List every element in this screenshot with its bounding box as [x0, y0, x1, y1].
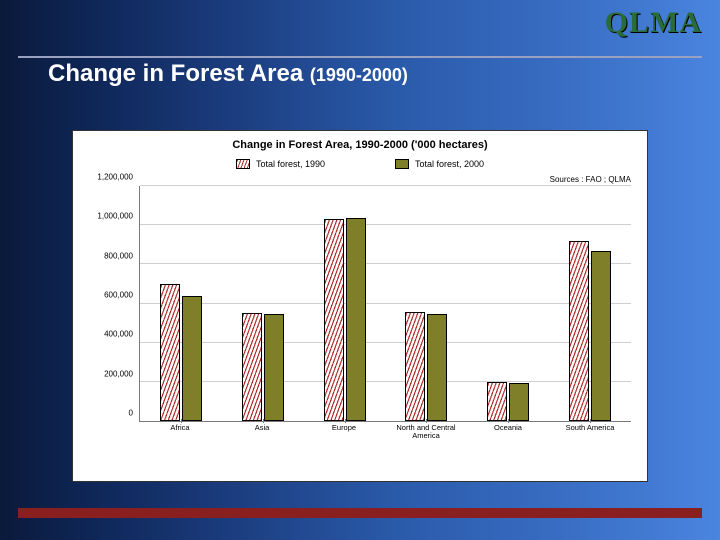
x-label: Africa	[139, 424, 221, 432]
bar-1990	[405, 312, 425, 421]
bar-2000	[346, 218, 366, 421]
plot	[139, 186, 631, 422]
bar-group	[140, 186, 222, 421]
chart-legend: Total forest, 1990 Total forest, 2000	[81, 159, 639, 169]
brand-logo: QLMA	[605, 6, 702, 40]
bar-1990	[242, 313, 262, 421]
y-tick-label: 800,000	[85, 251, 137, 260]
bar-1990	[487, 382, 507, 421]
y-tick-label: 600,000	[85, 291, 137, 300]
bar-1990	[160, 284, 180, 421]
bar-1990	[569, 241, 589, 421]
bar-2000	[182, 296, 202, 421]
chart-title: Change in Forest Area, 1990-2000 ('000 h…	[81, 139, 639, 151]
bar-1990	[324, 219, 344, 421]
x-label: Europe	[303, 424, 385, 432]
slide-title-main: Change in Forest Area	[48, 60, 310, 87]
x-label: South America	[549, 424, 631, 432]
legend-label-2000: Total forest, 2000	[415, 159, 484, 169]
bar-2000	[591, 251, 611, 421]
chart-sources: Sources : FAO ; QLMA	[81, 175, 631, 184]
legend-swatch-1990	[236, 159, 250, 169]
y-tick-label: 200,000	[85, 369, 137, 378]
x-label: North and CentralAmerica	[385, 424, 467, 441]
legend-label-1990: Total forest, 1990	[256, 159, 325, 169]
x-label: Oceania	[467, 424, 549, 432]
legend-swatch-2000	[395, 159, 409, 169]
y-tick-label: 400,000	[85, 330, 137, 339]
slide-title-sub: (1990-2000)	[310, 65, 408, 85]
slide-title: Change in Forest Area (1990-2000)	[48, 60, 408, 88]
legend-item-2000: Total forest, 2000	[395, 159, 484, 169]
accent-bar	[18, 508, 702, 518]
bar-2000	[427, 314, 447, 421]
bar-group	[222, 186, 304, 421]
bar-group	[386, 186, 468, 421]
y-tick-label: 1,000,000	[85, 212, 137, 221]
x-label: Asia	[221, 424, 303, 432]
bar-2000	[264, 314, 284, 421]
plot-area: 0200,000400,000600,000800,0001,000,0001,…	[85, 186, 635, 442]
bar-group	[467, 186, 549, 421]
x-axis: AfricaAsiaEuropeNorth and CentralAmerica…	[139, 422, 631, 442]
chart-card: Change in Forest Area, 1990-2000 ('000 h…	[72, 130, 648, 482]
bar-2000	[509, 383, 529, 421]
y-tick-label: 1,200,000	[85, 173, 137, 182]
bar-group	[549, 186, 631, 421]
y-tick-label: 0	[85, 409, 137, 418]
legend-item-1990: Total forest, 1990	[236, 159, 325, 169]
bar-group	[304, 186, 386, 421]
y-axis: 0200,000400,000600,000800,0001,000,0001,…	[85, 186, 137, 422]
